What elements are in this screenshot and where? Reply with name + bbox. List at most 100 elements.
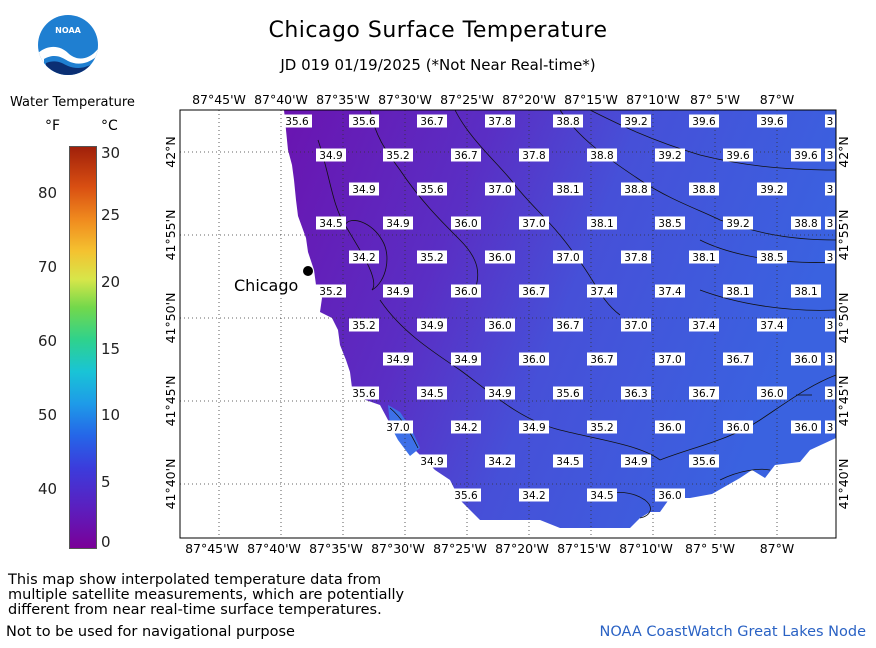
temp-label: 36.0 [488,320,511,332]
temp-label: 34.9 [386,354,409,366]
lon-label: 87°15'W [564,92,618,107]
temp-label-bg [621,114,651,128]
temp-label: 34.5 [420,388,443,400]
lon-label: 87°10'W [626,92,680,107]
temp-label: 36.0 [726,422,749,434]
temp-label-bg [417,318,447,332]
temp-label-bg [757,318,787,332]
temp-label: 34.9 [454,354,477,366]
temp-label-bg [316,284,346,298]
credit-link[interactable]: NOAA CoastWatch Great Lakes Node [599,624,866,640]
temp-label: 36.0 [658,490,681,502]
temp-label-bg [282,114,312,128]
temp-label: 34.9 [319,150,342,162]
temp-label-bg [621,386,651,400]
temp-label: 36.0 [794,422,817,434]
temp-label-bg [553,386,583,400]
map-frame [179,109,837,539]
temp-label-bg [723,148,753,162]
legend-c-tick: 30 [101,144,121,162]
temp-label-bg [587,488,617,502]
temp-label-bg [553,454,583,468]
legend-c-tick: 10 [101,406,121,424]
temp-label: 34.9 [352,184,375,196]
temp-label-bg [349,318,379,332]
lon-label: 87°45'W [192,92,246,107]
temp-label: 39.6 [760,116,784,128]
legend-colorbar [69,146,97,549]
temp-label: 36.7 [590,354,613,366]
temp-label: 36.0 [522,354,545,366]
temp-label-bg [587,216,617,230]
bottom-longitude-labels: 87°45'W 87°40'W 87°35'W 87°30'W 87°25'W … [185,541,794,556]
temp-label-bg [621,454,651,468]
temp-label: 37.0 [522,218,545,230]
temp-label: 35.2 [420,252,443,264]
temp-label: 39.6 [692,116,716,128]
temp-label: 3 [827,116,834,128]
temp-label-bg [791,284,821,298]
temp-label-bg [519,284,549,298]
temp-label-bg [723,420,753,434]
temp-label-bg [723,284,753,298]
temp-label-bg [417,182,447,196]
temp-label-bg [485,114,515,128]
legend-c-tick: 15 [101,340,121,358]
temp-label-bg [655,488,685,502]
temp-label: 35.6 [454,490,478,502]
temp-label-bg [757,114,787,128]
temp-label-bg [316,216,346,230]
temp-label: 38.1 [590,218,613,230]
temp-label-bg [621,250,651,264]
temp-label: 36.3 [624,388,647,400]
temp-label: 37.0 [624,320,647,332]
temp-label-bg [417,386,447,400]
legend-unit-c: °C [101,118,118,134]
temp-label-bg [417,250,447,264]
temp-label: 36.0 [760,388,783,400]
temp-label: 37.0 [488,184,511,196]
temp-label-bg [757,250,787,264]
temp-label-bg [519,420,549,434]
lon-label: 87°40'W [254,92,308,107]
temp-label-bg [757,386,787,400]
temp-label: 3 [827,150,834,162]
navigation-warning: Not to be used for navigational purpose [6,624,295,640]
lat-label: 41°45'N [836,376,851,427]
lon-label: 87°25'W [440,92,494,107]
chicago-marker [303,266,313,276]
temp-label: 38.1 [726,286,749,298]
temp-label: 3 [827,184,834,196]
temp-label: 36.0 [488,252,511,264]
lon-label: 87° 5'W [690,92,740,107]
temp-label: 3 [827,388,834,400]
lon-label: 87° 5'W [685,541,735,556]
temp-label: 38.8 [590,150,613,162]
temp-label: 39.6 [726,150,750,162]
temp-label-bg [417,114,447,128]
lon-label: 87°20'W [502,92,556,107]
temp-label: 34.9 [488,388,511,400]
temp-label: 39.2 [760,184,783,196]
temp-label-bg [451,352,481,366]
temp-label: 38.5 [658,218,681,230]
temp-label-bg [825,352,835,366]
temp-label-bg [316,148,346,162]
temp-label-bg [519,216,549,230]
temp-label-bg [587,284,617,298]
temp-label: 37.8 [624,252,647,264]
lon-label: 87°30'W [371,541,425,556]
lon-label: 87°W [760,541,795,556]
temp-label-bg [825,114,835,128]
temp-label-bg [825,250,835,264]
temp-label: 38.8 [794,218,817,230]
temp-label: 34.5 [590,490,613,502]
temp-label: 37.4 [658,286,682,298]
temp-label-bg [519,148,549,162]
temp-label: 34.9 [420,320,443,332]
temp-label: 34.5 [319,218,342,230]
temp-label: 39.6 [794,150,818,162]
temp-label-bg [825,216,835,230]
legend-unit-f: °F [45,118,61,134]
legend-c-tick: 25 [101,206,121,224]
